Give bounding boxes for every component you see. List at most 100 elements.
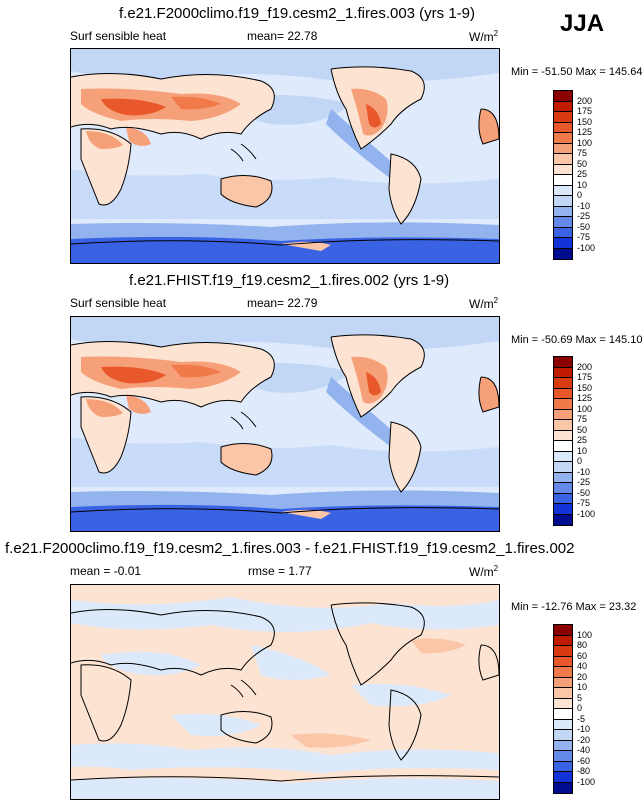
colorbar-label: 50 [577, 158, 588, 169]
colorbar-swatch [553, 419, 573, 431]
colorbar-swatch [553, 624, 573, 636]
colorbar-swatch [553, 226, 573, 238]
colorbar-label: 175 [577, 106, 593, 116]
colorbar-label: 125 [577, 127, 593, 137]
panel3-units-sup: 2 [493, 564, 499, 573]
panel1-mean: mean= 22.78 [247, 29, 317, 43]
panel3-mean-label: mean = [70, 564, 111, 578]
colorbar-label: 25 [577, 169, 588, 179]
colorbar-swatch [553, 676, 573, 688]
colorbar-label: -100 [577, 776, 596, 787]
colorbar-swatch [553, 216, 573, 228]
colorbar-label: 40 [577, 661, 588, 671]
colorbar-swatch [553, 387, 573, 399]
panel3-map [70, 584, 500, 800]
colorbar-label: -50 [577, 487, 591, 498]
colorbar-label: 10 [577, 179, 588, 190]
colorbar-label: -75 [577, 232, 591, 242]
colorbar-label: 75 [577, 414, 588, 424]
panel2-title: f.e21.FHIST.f19_f19.cesm2_1.fires.002 (y… [129, 272, 450, 289]
panel1-units: W/m2 [469, 29, 498, 44]
colorbar-label: 200 [577, 361, 593, 372]
panel2-variable: Surf sensible heat [70, 296, 167, 310]
colorbar-label: -10 [577, 724, 591, 734]
colorbar-label: 175 [577, 372, 593, 382]
colorbar-label: -25 [577, 477, 591, 487]
colorbar-label: 0 [577, 703, 583, 713]
panel1-mean-label: mean= [247, 29, 285, 43]
colorbar-label: 10 [577, 445, 588, 456]
colorbar-swatch [553, 100, 573, 112]
colorbar-swatch [553, 708, 573, 720]
colorbar-swatch [553, 760, 573, 772]
panel3-mean-value: -0.01 [113, 564, 142, 578]
colorbar-label: 75 [577, 148, 588, 158]
panel1-units-text: W/m [469, 30, 494, 44]
colorbar-swatch [553, 503, 573, 515]
colorbar-swatch [553, 163, 573, 175]
colorbar-label: 0 [577, 456, 583, 466]
colorbar-label: 100 [577, 629, 593, 640]
panel3-title: f.e21.F2000climo.f19_f19.cesm2_1.fires.0… [5, 540, 575, 557]
panel3-map-svg [71, 585, 499, 799]
colorbar-swatch [553, 429, 573, 441]
colorbar-label: 25 [577, 435, 588, 445]
colorbar-label: -75 [577, 498, 591, 508]
season-label: JJA [560, 10, 605, 37]
colorbar-swatch [553, 174, 573, 186]
panel1-variable: Surf sensible heat [70, 29, 167, 43]
colorbar-swatch [553, 513, 573, 526]
colorbar-label: 150 [577, 382, 593, 393]
colorbar-swatch [553, 471, 573, 483]
colorbar-swatch [553, 687, 573, 699]
colorbar-swatch [553, 781, 573, 794]
colorbar-swatch [553, 440, 573, 452]
colorbar-label: -100 [577, 508, 596, 519]
colorbar-swatch [553, 645, 573, 657]
colorbar-label: 0 [577, 190, 583, 200]
colorbar-swatch [553, 655, 573, 667]
colorbar-swatch [553, 195, 573, 207]
colorbar-swatch [553, 377, 573, 389]
colorbar-swatch [553, 482, 573, 494]
colorbar-swatch [553, 247, 573, 260]
colorbar-swatch [553, 356, 573, 368]
colorbar-label: 100 [577, 403, 593, 414]
colorbar-swatch [553, 90, 573, 102]
colorbar-label: 60 [577, 650, 588, 661]
colorbar-label: -20 [577, 734, 591, 745]
colorbar-swatch [553, 739, 573, 751]
colorbar-label: 100 [577, 137, 593, 148]
colorbar-swatch [553, 398, 573, 410]
colorbar-swatch [553, 121, 573, 133]
panel2-mean: mean= 22.79 [247, 296, 317, 310]
colorbar-swatch [553, 771, 573, 783]
panel1-map [70, 48, 500, 264]
colorbar-label: -40 [577, 745, 591, 755]
panel2-units-text: W/m [469, 297, 494, 311]
colorbar-label: 20 [577, 671, 588, 682]
colorbar-swatch [553, 366, 573, 378]
panel2-mean-label: mean= [247, 296, 285, 310]
colorbar-swatch [553, 142, 573, 154]
colorbar-swatch [553, 450, 573, 462]
panel2-units: W/m2 [469, 296, 498, 311]
colorbar-swatch [553, 750, 573, 762]
colorbar-label: -10 [577, 200, 591, 211]
panel2-units-sup: 2 [493, 296, 499, 305]
colorbar-label: -10 [577, 466, 591, 477]
panel2-map-svg [71, 317, 499, 531]
colorbar-swatch [553, 492, 573, 504]
colorbar-swatch [553, 408, 573, 420]
panel2-mean-value: 22.79 [287, 296, 318, 310]
colorbar-swatch [553, 461, 573, 473]
colorbar-swatch [553, 666, 573, 678]
colorbar-swatch [553, 111, 573, 123]
colorbar-label: -5 [577, 713, 586, 724]
panel2-minmax: Min = -50.69 Max = 145.10 [511, 334, 643, 346]
colorbar-swatch [553, 205, 573, 217]
panel1-units-sup: 2 [493, 29, 499, 38]
panel3-rmse: rmse = 1.77 [248, 564, 312, 578]
panel1-title: f.e21.F2000climo.f19_f19.cesm2_1.fires.0… [119, 5, 476, 22]
colorbar-label: 80 [577, 640, 588, 650]
